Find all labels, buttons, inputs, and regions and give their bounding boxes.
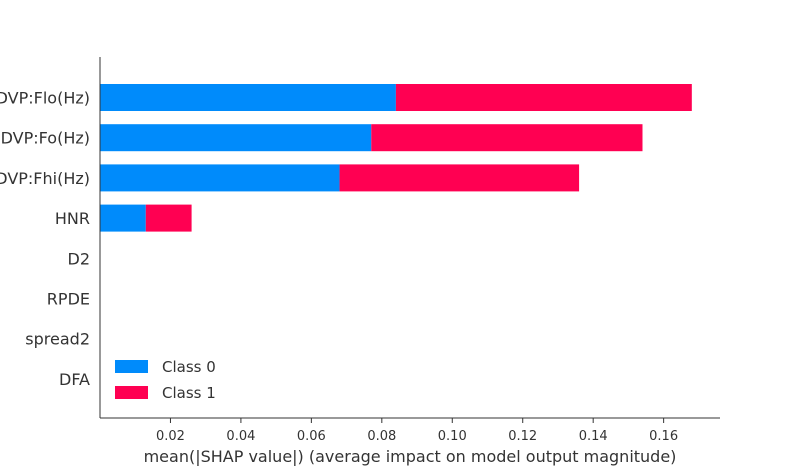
y-tick-label: D2: [68, 249, 91, 268]
x-tick-label: 0.14: [579, 429, 608, 444]
x-tick-label: 0.02: [156, 429, 185, 444]
y-tick-label: HNR: [55, 209, 90, 228]
legend-swatch-class-0: [115, 360, 148, 373]
bar-mdvp-fo-hz--class-1: [371, 124, 643, 152]
y-tick-label: MDVP:Fo(Hz): [0, 129, 90, 148]
y-tick-label: RPDE: [47, 290, 90, 309]
y-tick-label: MDVP:Flo(Hz): [0, 89, 90, 108]
bar-hnr-class-1: [145, 204, 192, 232]
x-axis-label: mean(|SHAP value|) (average impact on mo…: [144, 447, 677, 466]
x-tick-label: 0.06: [297, 429, 326, 444]
legend: Class 0 Class 1: [115, 358, 216, 402]
legend-swatch-class-1: [115, 386, 148, 399]
bar-mdvp-flo-hz--class-1: [395, 84, 692, 111]
bars-group: [100, 84, 692, 232]
bar-mdvp-fo-hz--class-0: [100, 124, 372, 152]
x-tick-label: 0.16: [649, 429, 678, 444]
legend-label: Class 1: [162, 384, 216, 402]
y-tick-label: MDVP:Fhi(Hz): [0, 169, 90, 188]
x-tick-label: 0.08: [367, 429, 396, 444]
legend-label: Class 0: [162, 358, 216, 376]
y-tick-labels: MDVP:Flo(Hz) MDVP:Fo(Hz) MDVP:Fhi(Hz) HNR D2…: [0, 89, 90, 389]
y-tick-label: spread2: [25, 330, 90, 349]
bar-mdvp-fhi-hz--class-1: [339, 164, 580, 192]
x-tick-label: 0.04: [226, 429, 255, 444]
bar-mdvp-flo-hz--class-0: [100, 84, 396, 111]
y-tick-label: DFA: [59, 370, 90, 389]
bar-mdvp-fhi-hz--class-0: [100, 164, 340, 192]
x-tick-label: 0.10: [438, 429, 467, 444]
x-tick-labels: 0.02 0.04 0.06 0.08 0.10 0.12 0.14 0.16: [156, 418, 678, 444]
x-tick-label: 0.12: [508, 429, 537, 444]
bar-hnr-class-0: [100, 204, 146, 232]
